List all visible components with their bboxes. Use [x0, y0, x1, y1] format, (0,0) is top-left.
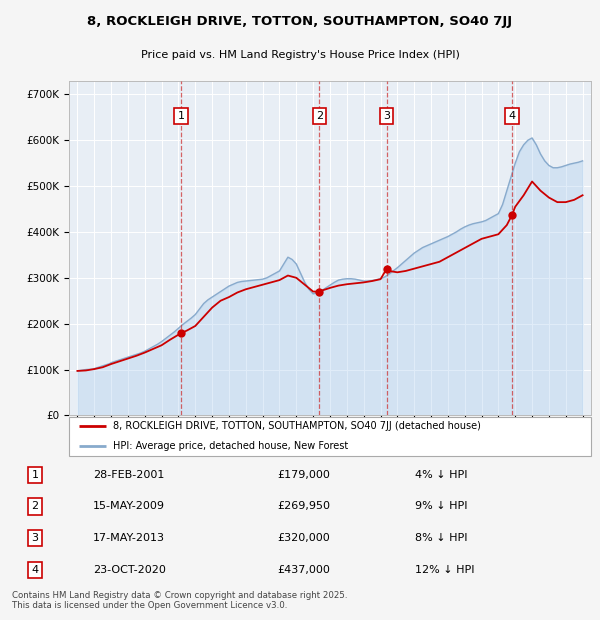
Text: 4% ↓ HPI: 4% ↓ HPI [415, 470, 468, 480]
Text: £437,000: £437,000 [277, 565, 330, 575]
Text: 12% ↓ HPI: 12% ↓ HPI [415, 565, 475, 575]
Text: 1: 1 [178, 111, 184, 121]
Text: 3: 3 [383, 111, 390, 121]
Text: £179,000: £179,000 [277, 470, 330, 480]
Text: 2: 2 [31, 502, 38, 512]
Text: 8% ↓ HPI: 8% ↓ HPI [415, 533, 468, 543]
Text: 23-OCT-2020: 23-OCT-2020 [92, 565, 166, 575]
Text: 8, ROCKLEIGH DRIVE, TOTTON, SOUTHAMPTON, SO40 7JJ (detached house): 8, ROCKLEIGH DRIVE, TOTTON, SOUTHAMPTON,… [113, 422, 481, 432]
Text: 2: 2 [316, 111, 323, 121]
Text: £269,950: £269,950 [277, 502, 330, 512]
Text: 4: 4 [31, 565, 38, 575]
Text: 28-FEB-2001: 28-FEB-2001 [92, 470, 164, 480]
Text: Contains HM Land Registry data © Crown copyright and database right 2025.
This d: Contains HM Land Registry data © Crown c… [12, 591, 347, 611]
Text: 3: 3 [32, 533, 38, 543]
Text: 8, ROCKLEIGH DRIVE, TOTTON, SOUTHAMPTON, SO40 7JJ: 8, ROCKLEIGH DRIVE, TOTTON, SOUTHAMPTON,… [88, 14, 512, 27]
Text: 1: 1 [32, 470, 38, 480]
Text: 17-MAY-2013: 17-MAY-2013 [92, 533, 164, 543]
Text: HPI: Average price, detached house, New Forest: HPI: Average price, detached house, New … [113, 441, 349, 451]
Text: £320,000: £320,000 [277, 533, 330, 543]
Text: Price paid vs. HM Land Registry's House Price Index (HPI): Price paid vs. HM Land Registry's House … [140, 50, 460, 60]
Text: 4: 4 [508, 111, 515, 121]
Text: 9% ↓ HPI: 9% ↓ HPI [415, 502, 468, 512]
FancyBboxPatch shape [69, 417, 591, 456]
Text: 15-MAY-2009: 15-MAY-2009 [92, 502, 164, 512]
